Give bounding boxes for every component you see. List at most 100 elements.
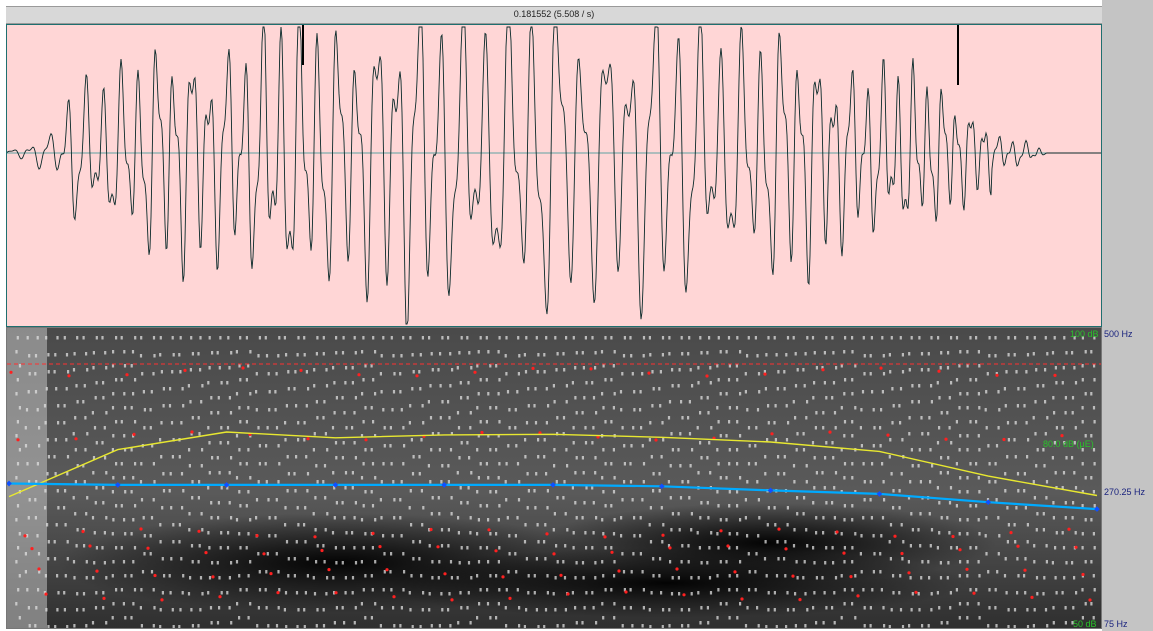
- formant-dot: [972, 591, 976, 595]
- pitch-point: [332, 482, 339, 488]
- formant-dot: [160, 598, 164, 602]
- formant-dot: [784, 547, 788, 551]
- hz-axis-bottom-label: 75 Hz: [1104, 619, 1128, 629]
- formant-dot: [378, 545, 382, 549]
- formant-dot: [81, 529, 85, 534]
- formant-dot: [450, 598, 454, 602]
- formant-dot: [886, 433, 890, 437]
- formant-dot: [914, 590, 918, 594]
- pitch-point: [985, 499, 992, 506]
- formant-dot: [241, 366, 245, 370]
- pitch-point: [876, 491, 883, 497]
- formant-dot: [139, 527, 143, 531]
- formant-dot: [893, 534, 897, 538]
- formant-dot: [842, 551, 846, 555]
- formant-dot: [37, 567, 41, 571]
- formant-dot: [132, 432, 136, 436]
- formant-dot: [269, 572, 273, 576]
- formant-dot: [995, 373, 999, 377]
- bright-onset: [7, 328, 47, 628]
- formant-dot: [821, 368, 825, 372]
- formant-dot: [30, 547, 34, 551]
- formant-dot: [313, 535, 317, 539]
- formant-dot: [327, 568, 331, 572]
- formant-dot: [385, 568, 389, 572]
- formant-dot: [262, 552, 266, 556]
- formant-dot: [566, 592, 570, 596]
- formant-dot: [726, 544, 730, 548]
- formant-dot: [798, 598, 802, 602]
- formant-dot: [763, 372, 767, 376]
- formant-dot: [501, 575, 505, 579]
- formant-dot: [770, 432, 774, 436]
- formant-dot: [218, 595, 222, 599]
- formant-dot: [733, 570, 737, 574]
- formant-dot: [183, 368, 187, 372]
- formant-dot: [791, 574, 795, 578]
- db-axis-top-label: 100 dB: [1070, 329, 1099, 339]
- formant-dot: [364, 438, 368, 442]
- formant-dot: [392, 595, 396, 599]
- formant-dot: [487, 528, 491, 532]
- pitch-point: [767, 487, 774, 494]
- formant-dot: [74, 437, 78, 441]
- formant-dot: [958, 548, 962, 552]
- formant-dot: [965, 567, 969, 571]
- formant-dot: [306, 437, 310, 441]
- formant-dot: [299, 368, 303, 372]
- formant-dot: [900, 551, 904, 556]
- formant-dot: [67, 374, 71, 378]
- hz-axis-top-label: 500 Hz: [1104, 329, 1133, 339]
- pitch-point: [441, 482, 448, 488]
- formant-dot: [589, 367, 593, 371]
- formant-dot: [429, 527, 433, 532]
- formant-dot: [1023, 568, 1027, 572]
- formant-dot: [835, 530, 839, 534]
- selection-duration-label: 0.181552 (5.508 / s): [513, 9, 595, 19]
- formant-dot: [719, 529, 723, 533]
- formant-dot: [907, 571, 911, 575]
- formant-dot: [545, 532, 549, 536]
- formant-dot: [88, 544, 92, 548]
- formant-dot: [23, 534, 27, 538]
- pitch-point: [1094, 506, 1100, 512]
- formant-dot: [1060, 434, 1064, 438]
- formant-dot: [255, 534, 259, 538]
- formant-dot: [654, 438, 658, 442]
- formant-dot: [740, 597, 744, 601]
- formant-dot: [197, 529, 201, 533]
- formant-dot: [211, 575, 215, 579]
- formant-dot: [190, 430, 194, 434]
- formant-dot: [1002, 437, 1006, 442]
- dark-region: [367, 548, 967, 618]
- db-axis-bottom-label: 50 dB: [1073, 619, 1097, 629]
- waveform-pane[interactable]: [6, 24, 1102, 327]
- formant-dot: [937, 369, 941, 373]
- selection-duration-bar[interactable]: 0.181552 (5.508 / s): [6, 6, 1102, 24]
- formant-dot: [436, 545, 440, 549]
- spectrogram-pane[interactable]: [6, 327, 1102, 629]
- right-margin-panel: [1102, 0, 1153, 631]
- formant-dot: [371, 531, 375, 535]
- formant-dot: [102, 596, 106, 600]
- spectrogram-plot: [7, 328, 1101, 628]
- formant-dot: [856, 594, 860, 598]
- formant-dot: [559, 573, 563, 577]
- hz-axis-mid-label: 270.25 Hz: [1104, 487, 1146, 497]
- formant-dot: [415, 374, 419, 378]
- pitch-point: [223, 482, 230, 488]
- formant-dot: [531, 366, 535, 370]
- formant-dot: [443, 572, 447, 576]
- formant-dot: [95, 569, 99, 573]
- waveform-line: [7, 26, 1101, 325]
- formant-dot: [603, 535, 607, 539]
- formant-dot: [1074, 545, 1078, 549]
- formant-dot: [675, 567, 679, 571]
- formant-dot: [44, 592, 48, 596]
- formant-dot: [879, 366, 883, 370]
- formant-dot: [9, 370, 13, 374]
- formant-dot: [16, 438, 20, 442]
- formant-dot: [204, 551, 208, 555]
- formant-dot: [494, 549, 498, 553]
